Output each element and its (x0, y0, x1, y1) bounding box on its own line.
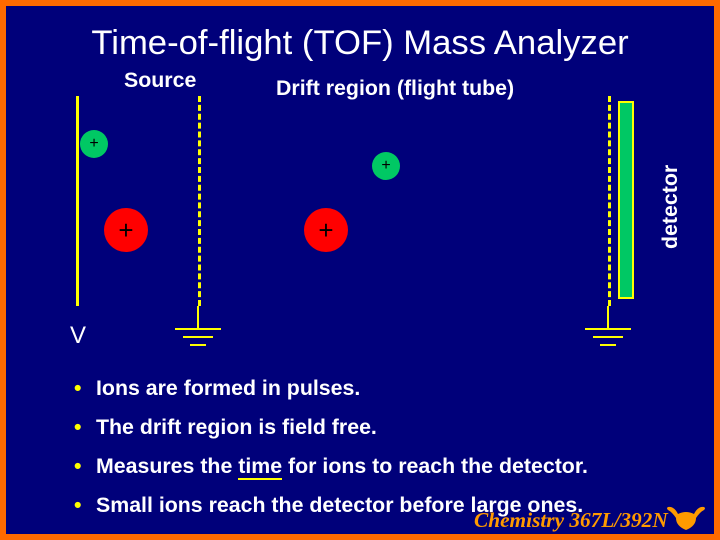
bullet-item: The drift region is field free. (96, 415, 656, 440)
ion: + (80, 130, 108, 158)
ion-plus: + (89, 135, 98, 153)
label-voltage-v: V (70, 322, 86, 350)
slide-title: Time-of-flight (TOF) Mass Analyzer (6, 24, 714, 63)
footer-course-code: Chemistry 367L/392N (474, 508, 668, 533)
ground-symbol-right (585, 306, 631, 352)
ion: + (104, 208, 148, 252)
label-source: Source (124, 68, 196, 93)
extraction-grid-line (198, 96, 201, 306)
ion: + (304, 208, 348, 252)
detector-bar (618, 101, 634, 299)
source-plate-line (76, 96, 79, 306)
ion: + (372, 152, 400, 180)
longhorn-icon (666, 506, 706, 532)
ground-symbol-left (175, 306, 221, 352)
ion-plus: + (118, 215, 133, 246)
underlined-word: time (238, 454, 282, 480)
bullet-item: Ions are formed in pulses. (96, 376, 656, 401)
label-drift-region: Drift region (flight tube) (276, 76, 514, 101)
bullet-item: Measures the time for ions to reach the … (96, 454, 656, 479)
ion-plus: + (381, 157, 390, 175)
slide-frame: Time-of-flight (TOF) Mass Analyzer Sourc… (0, 0, 720, 540)
ion-plus: + (318, 215, 333, 246)
label-detector: detector (658, 165, 683, 249)
detector-grid-line (608, 96, 611, 306)
